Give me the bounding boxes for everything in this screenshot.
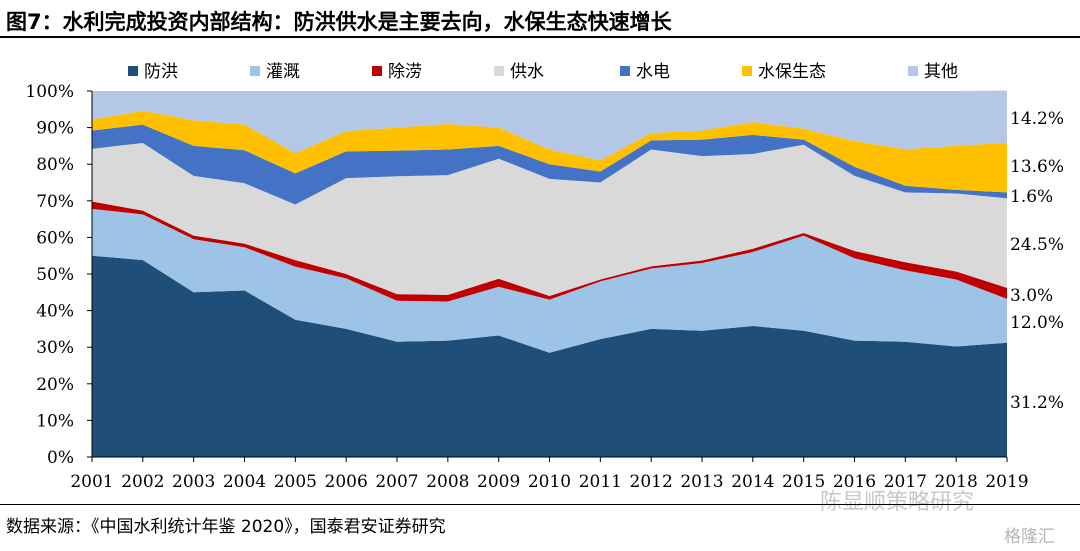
y-tick-label: 30%: [36, 338, 74, 358]
area-series: [92, 90, 1007, 457]
y-tick-label: 100%: [25, 82, 74, 102]
x-tick-label: 2019: [985, 472, 1028, 492]
legend-swatch: [128, 66, 138, 76]
x-tick-label: 2001: [70, 472, 113, 492]
legend-swatch: [494, 66, 504, 76]
y-tick-label: 40%: [36, 302, 74, 322]
y-tick-label: 20%: [36, 375, 74, 395]
x-tick-label: 2012: [630, 472, 673, 492]
x-tick-label: 2010: [528, 472, 571, 492]
stacked-area-chart: 防洪 灌溉 除涝 供水 水电 水保生态 其他 0% 10% 20% 30% 40% 50% 60% 70%…: [25, 62, 1064, 492]
y-tick-label: 60%: [36, 228, 74, 248]
watermark-logo-text: 格隆汇: [1004, 527, 1055, 547]
end-value-label: 12.0%: [1010, 313, 1064, 333]
x-tick-label: 2008: [426, 472, 469, 492]
source-note: 数据来源：《中国水利统计年鉴 2020》，国泰君安证券研究: [6, 517, 446, 537]
legend-swatch: [250, 66, 260, 76]
area-水电: [92, 124, 1007, 205]
y-tick-label: 70%: [36, 192, 74, 212]
x-tick-label: 2015: [782, 472, 825, 492]
x-tick-label: 2013: [680, 472, 723, 492]
legend-swatch: [908, 66, 918, 76]
legend-item-防洪: 防洪: [128, 62, 178, 82]
end-value-label: 24.5%: [1010, 235, 1064, 255]
x-tick-label: 2006: [325, 472, 368, 492]
x-tick-label: 2003: [172, 472, 215, 492]
area-灌溉: [92, 208, 1007, 353]
watermark-text: 陈显顺策略研究: [820, 490, 975, 515]
legend-swatch: [742, 66, 752, 76]
area-其他: [92, 90, 1007, 161]
legend-item-供水: 供水: [494, 62, 544, 82]
area-水保生态: [92, 110, 1007, 193]
source-divider: [0, 504, 1080, 505]
y-tick-label: 90%: [36, 119, 74, 139]
legend-label: 供水: [510, 62, 544, 82]
legend-label: 水保生态: [758, 62, 826, 82]
title-underline: [0, 36, 1080, 38]
x-tick-label: 2002: [121, 472, 164, 492]
legend-item-除涝: 除涝: [372, 62, 422, 82]
y-tick-label: 80%: [36, 155, 74, 175]
legend-item-水电: 水电: [620, 62, 670, 82]
y-tick-label: 50%: [36, 265, 74, 285]
end-value-label: 31.2%: [1010, 393, 1064, 413]
x-tick-label: 2011: [579, 472, 622, 492]
x-tick-label: 2016: [833, 472, 876, 492]
area-供水: [92, 142, 1007, 296]
end-value-label: 1.6%: [1010, 187, 1053, 207]
x-tick-label: 2014: [731, 472, 774, 492]
legend-swatch: [372, 66, 382, 76]
x-tick-label: 2004: [223, 472, 266, 492]
x-tick-label: 2005: [274, 472, 317, 492]
x-tick-label: 2018: [935, 472, 978, 492]
y-tick-label: 0%: [47, 448, 74, 468]
x-tick-label: 2007: [375, 472, 418, 492]
legend-label: 防洪: [144, 62, 178, 82]
legend-item-灌溉: 灌溉: [250, 62, 300, 82]
area-防洪: [92, 255, 1007, 457]
legend: 防洪 灌溉 除涝 供水 水电 水保生态 其他: [128, 62, 958, 82]
end-value-label: 14.2%: [1010, 109, 1064, 129]
legend-item-水保生态: 水保生态: [742, 62, 826, 82]
x-tick-label: 2017: [884, 472, 927, 492]
chart-title: 图7：水利完成投资内部结构：防洪供水是主要去向，水保生态快速增长: [6, 10, 672, 34]
legend-label: 其他: [924, 62, 958, 82]
y-tick-label: 10%: [36, 411, 74, 431]
legend-label: 除涝: [388, 62, 422, 82]
end-value-label: 13.6%: [1010, 157, 1064, 177]
title-bar: 图7：水利完成投资内部结构：防洪供水是主要去向，水保生态快速增长: [0, 0, 1080, 40]
legend-swatch: [620, 66, 630, 76]
axes: 0% 10% 20% 30% 40% 50% 60% 70% 80% 90% 100% 2001 200…: [25, 82, 1028, 492]
legend-label: 灌溉: [266, 62, 300, 82]
x-tick-label: 2009: [477, 472, 520, 492]
legend-label: 水电: [636, 62, 670, 82]
legend-item-其他: 其他: [908, 62, 958, 82]
end-labels: 14.2% 13.6% 1.6% 24.5% 3.0% 12.0% 31.2%: [1010, 109, 1064, 413]
end-value-label: 3.0%: [1010, 286, 1053, 306]
